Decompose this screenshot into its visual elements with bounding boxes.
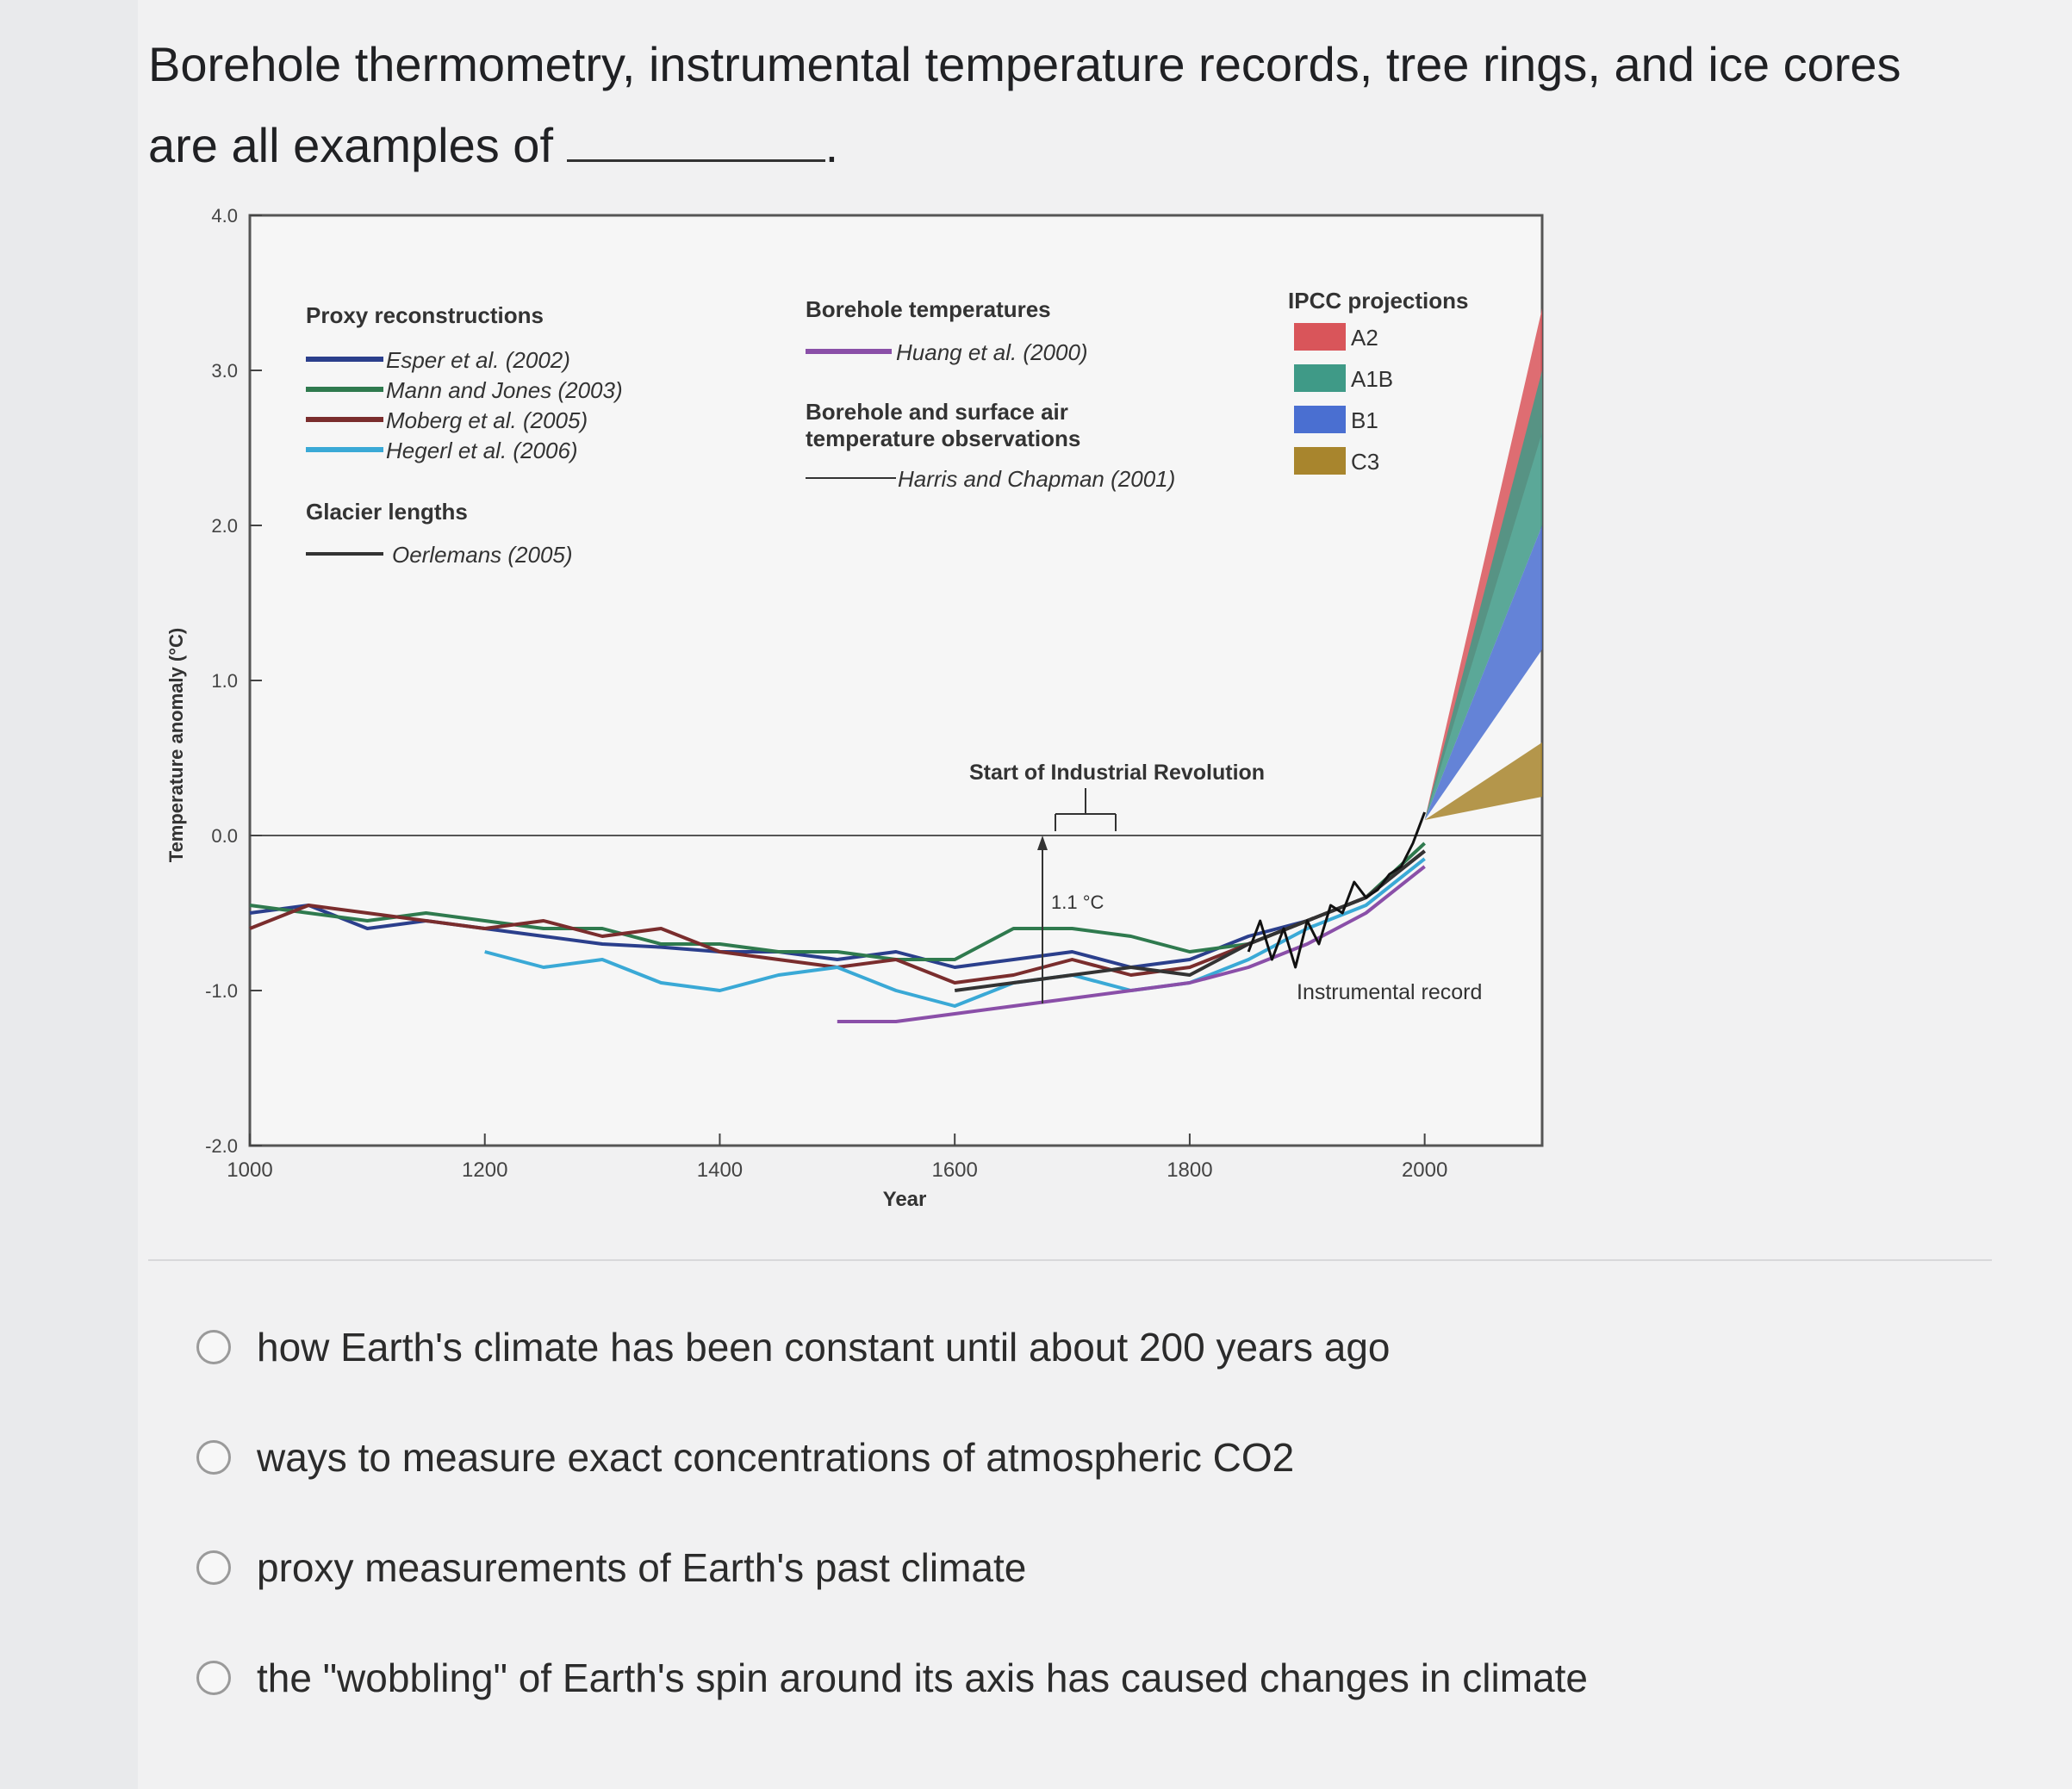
answer-label-1: how Earth's climate has been constant un… <box>257 1325 1391 1370</box>
legend-item-c3: C3 <box>1351 449 1379 475</box>
question-end: . <box>824 118 839 172</box>
answer-choices: how Earth's climate has been constant un… <box>196 1292 1920 1733</box>
legend-item-mann: Mann and Jones (2003) <box>386 377 623 403</box>
y-tick-label: 4.0 <box>211 205 238 227</box>
question-stem: Borehole thermometry, instrumental tempe… <box>148 37 1901 172</box>
divider <box>148 1259 1992 1261</box>
y-tick-label: -2.0 <box>205 1135 238 1157</box>
series-line-mann-and-jones-2003 <box>249 842 1426 961</box>
legend-ipcc-title: IPCC projections <box>1288 288 1468 314</box>
legend-item-moberg: Moberg et al. (2005) <box>386 407 588 433</box>
answer-option-3[interactable]: proxy measurements of Earth's past clima… <box>196 1513 1920 1623</box>
answer-label-3: proxy measurements of Earth's past clima… <box>257 1545 1027 1590</box>
legend-item-hegerl: Hegerl et al. (2006) <box>386 438 578 463</box>
projection-band-a2 <box>1424 308 1542 820</box>
legend-swatch-c3 <box>1294 447 1346 475</box>
projection-band-b1 <box>1424 525 1542 820</box>
projection-band-c3 <box>1424 742 1542 820</box>
x-tick-label: 1400 <box>697 1159 743 1182</box>
legend-borehole-title: Borehole temperatures <box>806 296 1051 322</box>
x-tick-label: 1800 <box>1167 1159 1212 1182</box>
x-tick-label: 1200 <box>462 1159 507 1182</box>
temperature-chart: -2.0 -1.0 0.0 1.0 2.0 3.0 4.0 1000 1200 1400 1600 1… <box>164 194 1594 1227</box>
projection-band-a1b <box>1424 370 1542 820</box>
legend-proxy-title: Proxy reconstructions <box>306 302 544 328</box>
industrial-bracket <box>1055 788 1117 831</box>
y-axis-label: Temperature anomaly (°C) <box>165 628 187 862</box>
x-tick-label: 1000 <box>227 1159 272 1182</box>
legend-swatch-b1 <box>1294 406 1346 433</box>
answer-label-2: ways to measure exact concentrations of … <box>257 1435 1295 1480</box>
x-tick-label: 2000 <box>1402 1159 1447 1182</box>
legend-swatch-a2 <box>1294 323 1346 351</box>
answer-option-4[interactable]: the "wobbling" of Earth's spin around it… <box>196 1623 1920 1733</box>
y-tick-label: 1.0 <box>211 670 238 692</box>
radio-button-1[interactable] <box>196 1330 231 1364</box>
legend-item-a1b: A1B <box>1351 366 1393 392</box>
legend-item-huang: Huang et al. (2000) <box>896 339 1088 365</box>
legend-obs-title-2: temperature observations <box>806 426 1080 451</box>
annotation-instrumental-record: Instrumental record <box>1297 980 1482 1004</box>
question-text: Borehole thermometry, instrumental tempe… <box>148 24 1940 186</box>
legend-item-harris: Harris and Chapman (2001) <box>898 466 1175 492</box>
legend-item-esper: Esper et al. (2002) <box>386 347 570 373</box>
y-tick-label: 3.0 <box>211 360 238 382</box>
y-tick-label: -1.0 <box>205 980 238 1002</box>
y-tick-label: 2.0 <box>211 515 238 537</box>
series-line-instrumental-record <box>1247 811 1427 969</box>
legend-glacier-title: Glacier lengths <box>306 499 468 525</box>
annotation-industrial-revolution: Start of Industrial Revolution <box>969 761 1265 785</box>
answer-label-4: the "wobbling" of Earth's spin around it… <box>257 1655 1588 1700</box>
answer-option-1[interactable]: how Earth's climate has been constant un… <box>196 1292 1920 1402</box>
legend-obs-title-1: Borehole and surface air <box>806 399 1068 425</box>
legend-item-b1: B1 <box>1351 407 1378 433</box>
delta-arrow-head <box>1037 835 1048 850</box>
answer-option-2[interactable]: ways to measure exact concentrations of … <box>196 1402 1920 1513</box>
temperature-chart-svg: -2.0 -1.0 0.0 1.0 2.0 3.0 4.0 1000 1200 1400 1600 1… <box>165 205 1544 1211</box>
radio-button-4[interactable] <box>196 1661 231 1695</box>
radio-button-3[interactable] <box>196 1550 231 1585</box>
annotation-delta: 1.1 °C <box>1051 891 1104 913</box>
legend-swatch-a1b <box>1294 364 1346 392</box>
legend-item-a2: A2 <box>1351 325 1378 351</box>
y-tick-label: 0.0 <box>211 825 238 847</box>
legend-item-oerlemans: Oerlemans (2005) <box>392 542 573 568</box>
answer-blank <box>566 116 825 162</box>
x-axis-label: Year <box>883 1188 927 1211</box>
radio-button-2[interactable] <box>196 1440 231 1475</box>
series-line-huang-et-al-2000 <box>837 865 1426 1023</box>
x-tick-label: 1600 <box>931 1159 977 1182</box>
